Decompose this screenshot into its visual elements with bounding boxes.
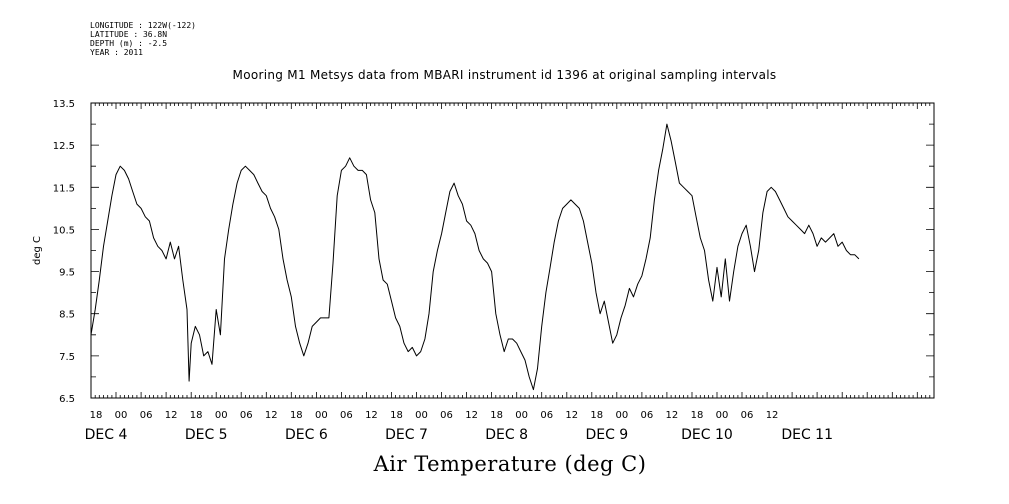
x-hour-tick-label: 06 (741, 410, 754, 421)
y-tick-marks (91, 102, 934, 399)
x-hour-tick-label: 06 (240, 410, 253, 421)
x-day-label: DEC 7 (385, 427, 428, 443)
x-day-label: DEC 9 (585, 427, 628, 443)
x-day-label: DEC 5 (185, 427, 228, 443)
x-hour-tick-label: 12 (666, 410, 679, 421)
x-day-label: DEC 8 (485, 427, 528, 443)
x-day-label: DEC 10 (681, 427, 733, 443)
x-hour-tick-label: 12 (165, 410, 178, 421)
y-tick-label: 8.5 (59, 310, 75, 321)
depth-text: DEPTH (m) : -2.5 (90, 39, 168, 48)
latitude-text: LATITUDE : 36.8N (90, 30, 168, 39)
x-hour-tick-label: 06 (140, 410, 153, 421)
x-hour-tick-label: 18 (190, 410, 203, 421)
x-hour-tick-label: 12 (565, 410, 578, 421)
x-hour-tick-label: 00 (315, 410, 328, 421)
x-hour-tick-label: 18 (691, 410, 704, 421)
x-hour-tick-label: 00 (415, 410, 428, 421)
x-hour-tick-label: 12 (265, 410, 278, 421)
x-hour-tick-label: 06 (641, 410, 654, 421)
y-tick-label: 6.5 (59, 394, 75, 405)
x-tick-marks (90, 103, 935, 398)
x-hour-tick-label: 18 (390, 410, 403, 421)
x-axis-label: Air Temperature (deg C) (373, 452, 647, 476)
y-tick-label: 12.5 (53, 141, 75, 152)
y-tick-label: 10.5 (53, 225, 75, 236)
x-hour-tick-label: 00 (615, 410, 628, 421)
x-day-label: DEC 6 (285, 427, 328, 443)
x-hour-tick-label: 00 (716, 410, 729, 421)
x-hour-tick-label: 06 (540, 410, 553, 421)
x-hour-tick-label: 12 (465, 410, 478, 421)
x-hour-tick-label: 18 (490, 410, 503, 421)
x-hour-tick-label: 00 (215, 410, 228, 421)
y-tick-label: 9.5 (59, 268, 75, 279)
y-tick-label: 13.5 (53, 99, 75, 110)
x-hour-tick-label: 18 (590, 410, 603, 421)
y-tick-label: 11.5 (53, 183, 75, 194)
x-hour-tick-label: 12 (365, 410, 378, 421)
x-day-label: DEC 4 (85, 427, 128, 443)
plot-frame (90, 102, 935, 399)
chart-title: Mooring M1 Metsys data from MBARI instru… (232, 68, 777, 82)
x-hour-tick-label: 06 (440, 410, 453, 421)
x-hour-tick-label: 18 (90, 410, 103, 421)
longitude-text: LONGITUDE : 122W(-122) (90, 21, 196, 30)
x-hour-tick-label: 00 (515, 410, 528, 421)
y-tick-label: 7.5 (59, 352, 75, 363)
x-hour-tick-label: 00 (115, 410, 128, 421)
series-line-0 (90, 123, 860, 391)
x-day-label: DEC 11 (781, 427, 833, 443)
x-hour-tick-label: 18 (290, 410, 303, 421)
metadata-block: LONGITUDE : 122W(-122) LATITUDE : 36.8N … (90, 21, 196, 57)
year-text: YEAR : 2011 (90, 48, 143, 57)
x-hour-tick-label: 06 (340, 410, 353, 421)
x-hour-tick-label: 12 (766, 410, 779, 421)
y-axis-label: deg C (32, 236, 43, 265)
